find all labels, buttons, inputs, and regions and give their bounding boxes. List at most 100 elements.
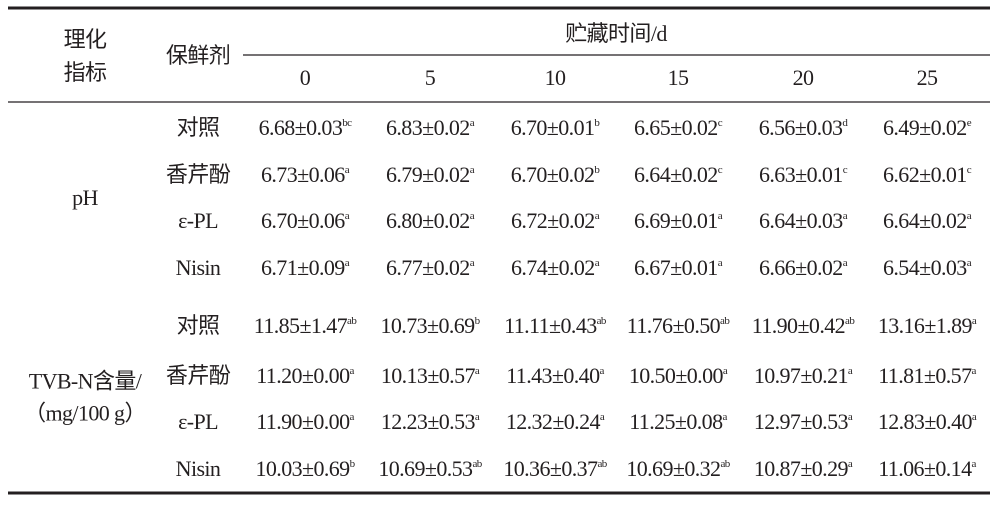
cell-value: 12.83±0.40 bbox=[878, 409, 973, 434]
preservative: 香芹酚 bbox=[166, 363, 231, 388]
cell: 11.25±0.08a bbox=[629, 409, 727, 434]
cell: 6.54±0.03a bbox=[883, 255, 972, 280]
cell-superscript: a bbox=[599, 365, 604, 377]
cell-superscript: a bbox=[972, 411, 977, 423]
cell-value: 6.79±0.02 bbox=[386, 162, 470, 187]
cell-value: 6.80±0.02 bbox=[386, 208, 470, 233]
cell-value: 6.64±0.02 bbox=[883, 208, 967, 233]
cell-superscript: a bbox=[470, 117, 475, 129]
cell-value: 11.76±0.50 bbox=[627, 313, 721, 338]
header-day: 5 bbox=[425, 65, 436, 90]
header-group-label: 指标 bbox=[64, 60, 107, 85]
cell-value: 12.23±0.53 bbox=[381, 409, 476, 434]
cell-value: 13.16±1.89 bbox=[878, 313, 973, 338]
cell-value: 6.68±0.03 bbox=[259, 115, 343, 140]
cell: 6.73±0.06a bbox=[261, 162, 350, 187]
cell-value: 11.81±0.57 bbox=[878, 363, 972, 388]
header-day: 10 bbox=[545, 65, 566, 90]
cell: 6.80±0.02a bbox=[386, 208, 475, 233]
cell-superscript: ab bbox=[845, 315, 855, 327]
cell-superscript: a bbox=[470, 257, 475, 269]
cell-value: 6.70±0.01 bbox=[511, 115, 595, 140]
cell-value: 6.69±0.01 bbox=[634, 208, 718, 233]
cell: 10.50±0.00a bbox=[629, 363, 728, 388]
cell-value: 6.73±0.06 bbox=[261, 162, 345, 187]
cell-value: 6.64±0.02 bbox=[634, 162, 718, 187]
cell: 11.81±0.57a bbox=[878, 363, 976, 388]
cell: 6.64±0.03a bbox=[759, 208, 848, 233]
cell-superscript: c bbox=[718, 117, 723, 129]
cell-value: 6.70±0.02 bbox=[511, 162, 595, 187]
cell-value: 6.65±0.02 bbox=[634, 115, 718, 140]
cell: 6.49±0.02e bbox=[883, 115, 972, 140]
cell: 12.32±0.24a bbox=[506, 409, 605, 434]
cell-value: 6.63±0.01 bbox=[759, 162, 843, 187]
cell: 11.43±0.40a bbox=[506, 363, 604, 388]
cell-superscript: ab bbox=[347, 315, 357, 327]
cell: 6.68±0.03bc bbox=[259, 115, 353, 140]
cell: 6.69±0.01a bbox=[634, 208, 723, 233]
header-day: 25 bbox=[917, 65, 938, 90]
cell-superscript: bc bbox=[342, 117, 352, 129]
cell: 6.79±0.02a bbox=[386, 162, 475, 187]
cell-value: 11.85±1.47 bbox=[254, 313, 348, 338]
cell: 12.23±0.53a bbox=[381, 409, 480, 434]
cell-superscript: a bbox=[349, 365, 354, 377]
cell-value: 11.90±0.42 bbox=[752, 313, 845, 338]
cell: 6.70±0.02b bbox=[511, 162, 601, 187]
cell-superscript: a bbox=[848, 411, 853, 423]
cell: 6.77±0.02a bbox=[386, 255, 475, 280]
cell: 6.63±0.01c bbox=[759, 162, 848, 187]
cell-value: 6.72±0.02 bbox=[511, 208, 595, 233]
cell-value: 11.20±0.00 bbox=[256, 363, 350, 388]
cell-value: 11.11±0.43 bbox=[504, 313, 597, 338]
preservative: ε-PL bbox=[178, 208, 218, 233]
header-day: 15 bbox=[668, 65, 689, 90]
cell-value: 6.62±0.01 bbox=[883, 162, 967, 187]
header-time: 贮藏时间/d bbox=[565, 21, 667, 46]
cell-superscript: b bbox=[594, 164, 600, 176]
cell-value: 10.73±0.69 bbox=[381, 313, 476, 338]
group-label: pH bbox=[72, 185, 98, 210]
cell-superscript: a bbox=[475, 411, 480, 423]
preservative: Nisin bbox=[176, 456, 221, 481]
cell-superscript: a bbox=[475, 365, 480, 377]
cell: 6.72±0.02a bbox=[511, 208, 600, 233]
cell: 10.03±0.69b bbox=[256, 456, 356, 481]
cell-value: 6.64±0.03 bbox=[759, 208, 843, 233]
cell: 10.69±0.53ab bbox=[378, 456, 482, 481]
cell: 6.70±0.01b bbox=[511, 115, 601, 140]
cell-value: 10.13±0.57 bbox=[381, 363, 476, 388]
cell: 6.70±0.06a bbox=[261, 208, 350, 233]
cell-superscript: ab bbox=[720, 315, 730, 327]
cell-superscript: d bbox=[842, 117, 848, 129]
cell-superscript: b bbox=[594, 117, 600, 129]
cell: 10.36±0.37ab bbox=[503, 456, 607, 481]
cell-superscript: ab bbox=[597, 458, 607, 470]
cell-superscript: a bbox=[722, 411, 727, 423]
cell-value: 11.43±0.40 bbox=[506, 363, 600, 388]
cell-superscript: a bbox=[718, 210, 723, 222]
cell: 11.90±0.00a bbox=[256, 409, 354, 434]
preservative: ε-PL bbox=[178, 409, 218, 434]
cell-superscript: a bbox=[600, 411, 605, 423]
cell: 6.67±0.01a bbox=[634, 255, 723, 280]
cell-superscript: a bbox=[345, 210, 350, 222]
cell: 11.76±0.50ab bbox=[627, 313, 731, 338]
cell-superscript: e bbox=[967, 117, 972, 129]
cell-value: 10.36±0.37 bbox=[503, 456, 598, 481]
cell-value: 6.56±0.03 bbox=[759, 115, 843, 140]
cell: 6.62±0.01c bbox=[883, 162, 972, 187]
cell-value: 10.87±0.29 bbox=[754, 456, 849, 481]
header-day: 20 bbox=[793, 65, 814, 90]
cell-value: 6.49±0.02 bbox=[883, 115, 967, 140]
cell-superscript: ab bbox=[720, 458, 730, 470]
cell-value: 6.77±0.02 bbox=[386, 255, 470, 280]
cell-superscript: a bbox=[967, 210, 972, 222]
cell: 6.66±0.02a bbox=[759, 255, 848, 280]
cell: 11.20±0.00a bbox=[256, 363, 354, 388]
cell-superscript: a bbox=[595, 210, 600, 222]
cell-superscript: a bbox=[972, 315, 977, 327]
cell: 11.90±0.42ab bbox=[752, 313, 856, 338]
cell-value: 11.90±0.00 bbox=[256, 409, 350, 434]
